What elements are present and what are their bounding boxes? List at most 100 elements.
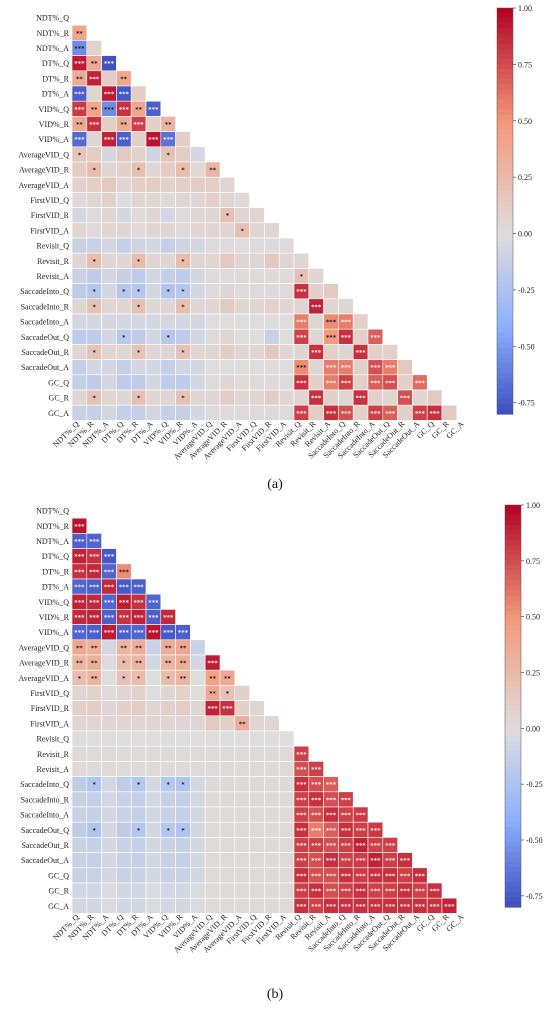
significance-label: *** xyxy=(148,136,159,144)
heatmap-cell xyxy=(116,268,132,284)
y-tick-label: DT%_Q xyxy=(42,552,69,561)
significance-label: *** xyxy=(341,887,352,895)
heatmap-cell xyxy=(249,283,265,300)
colorbar-segment xyxy=(497,109,513,116)
heatmap-cell xyxy=(71,176,88,193)
heatmap-cell xyxy=(116,852,132,869)
colorbar-segment xyxy=(505,896,521,903)
heatmap-cell xyxy=(249,359,265,376)
colorbar-segment xyxy=(497,261,513,268)
heatmap-cell xyxy=(160,806,176,823)
significance-label: * xyxy=(181,394,185,402)
y-tick-label: SaccadeOut_R xyxy=(21,348,69,357)
heatmap-cell xyxy=(116,715,132,732)
colorbar-segment xyxy=(497,256,513,263)
heatmap-cell xyxy=(160,222,176,239)
significance-label: *** xyxy=(326,318,337,326)
colorbar-segment xyxy=(497,312,513,319)
heatmap-cell xyxy=(278,344,295,360)
heatmap-cell xyxy=(145,298,162,315)
heatmap-cell xyxy=(323,344,339,360)
heatmap-cell xyxy=(71,685,88,701)
heatmap-cell xyxy=(86,730,102,747)
heatmap-cell xyxy=(278,745,295,762)
colorbar-segment xyxy=(505,690,521,697)
heatmap-cell xyxy=(160,730,176,747)
significance-label: * xyxy=(92,394,96,402)
significance-label: *** xyxy=(311,902,322,910)
colorbar-segment xyxy=(497,170,513,177)
heatmap-cell xyxy=(278,882,295,899)
heatmap-cell xyxy=(264,821,280,838)
heatmap-cell xyxy=(71,404,88,421)
colorbar-segment xyxy=(505,801,521,808)
significance-label: * xyxy=(122,674,126,682)
y-tick-label: SaccadeInto_A xyxy=(20,811,69,820)
significance-label: *** xyxy=(148,105,159,113)
colorbar-segment xyxy=(497,297,513,303)
colorbar-segment xyxy=(497,337,513,344)
heatmap-cell xyxy=(249,745,265,762)
significance-label: *** xyxy=(207,659,218,667)
heatmap-cell xyxy=(71,791,88,808)
heatmap-cell xyxy=(145,669,162,686)
heatmap-cell xyxy=(71,730,88,747)
heatmap-cell xyxy=(145,639,162,656)
heatmap-cell xyxy=(190,639,206,656)
colorbar-segment xyxy=(505,535,521,541)
heatmap-cell xyxy=(101,283,117,300)
heatmap-cell xyxy=(412,389,428,406)
heatmap-cell xyxy=(264,404,280,421)
heatmap-cell xyxy=(264,776,280,793)
significance-label: *** xyxy=(133,614,144,622)
significance-label: *** xyxy=(385,902,396,910)
y-tick-label: AverageVID_Q xyxy=(19,150,70,159)
significance-label: *** xyxy=(222,705,233,713)
heatmap-cell xyxy=(264,852,280,869)
colorbar-segment xyxy=(497,221,513,227)
heatmap-cell xyxy=(249,715,265,732)
colorbar-segment xyxy=(505,505,521,511)
heatmap-cell xyxy=(234,374,250,391)
significance-label: ** xyxy=(165,644,172,652)
heatmap-cell xyxy=(160,761,176,777)
heatmap-panel-b: ****** ****** *** ****** *** *** ****** *** *** *… xyxy=(19,501,543,1002)
heatmap-cell xyxy=(190,715,206,732)
colorbar-segment xyxy=(505,655,521,662)
significance-label: *** xyxy=(148,598,159,606)
heatmap-cell xyxy=(130,222,147,239)
colorbar-segment xyxy=(497,236,513,243)
heatmap-cell xyxy=(116,374,132,391)
heatmap-cell xyxy=(160,700,176,717)
heatmap-cell xyxy=(175,791,191,808)
heatmap-cell xyxy=(219,344,236,360)
significance-label: *** xyxy=(355,349,366,357)
heatmap-cell xyxy=(175,404,191,421)
heatmap-cell xyxy=(278,791,295,808)
significance-label: *** xyxy=(119,90,130,98)
heatmap-cell xyxy=(190,283,206,300)
heatmap-cell xyxy=(264,897,280,914)
heatmap-cell xyxy=(204,374,221,391)
significance-label: *** xyxy=(296,766,307,774)
significance-label: ** xyxy=(120,121,127,129)
colorbar-segment xyxy=(505,861,521,868)
heatmap-cell xyxy=(352,374,369,391)
heatmap-cell xyxy=(204,268,221,284)
x-tick-label: GC_A xyxy=(444,419,465,440)
significance-label: ** xyxy=(91,60,98,68)
heatmap-cell xyxy=(308,374,324,391)
significance-label: *** xyxy=(104,568,115,576)
significance-label: *** xyxy=(370,364,381,372)
heatmap-cell xyxy=(264,837,280,853)
significance-label: ** xyxy=(209,690,216,698)
y-tick-label: DT%_R xyxy=(42,567,69,576)
heatmap-cell xyxy=(293,389,310,406)
significance-label: * xyxy=(166,674,170,682)
y-tick-label: NDT%_Q xyxy=(36,507,69,516)
heatmap-cell xyxy=(175,745,191,762)
significance-label: *** xyxy=(311,766,322,774)
heatmap-cell xyxy=(234,207,250,224)
heatmap-cell xyxy=(190,192,206,208)
significance-label: * xyxy=(181,257,185,265)
